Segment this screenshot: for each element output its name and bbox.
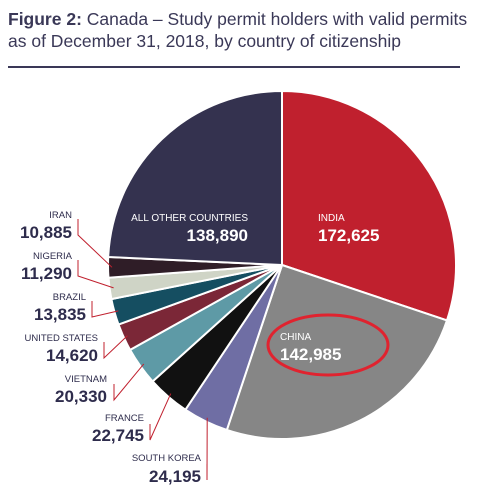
slice-label-india: INDIA [318, 213, 345, 224]
slice-value-iran: 10,885 [20, 223, 72, 242]
slice-label-china: CHINA [280, 332, 311, 343]
slice-label-nigeria: NIGERIA [33, 251, 73, 262]
slice-label-all-other-countries: ALL OTHER COUNTRIES [131, 213, 248, 224]
slice-value-united-states: 14,620 [46, 346, 98, 365]
slice-value-brazil: 13,835 [34, 305, 86, 324]
slice-value-south-korea: 24,195 [149, 467, 201, 486]
slice-value-vietnam: 20,330 [55, 387, 107, 406]
leader-line-united-states [103, 335, 128, 360]
slice-label-france: FRANCE [105, 413, 144, 424]
slice-value-china: 142,985 [280, 345, 341, 364]
slice-value-nigeria: 11,290 [21, 264, 72, 283]
leader-line-brazil [91, 301, 119, 318]
slice-value-india: 172,625 [318, 226, 379, 245]
slice-label-vietnam: VIETNAM [65, 374, 107, 385]
title-text: Canada – Study permit holders with valid… [8, 9, 468, 51]
chart-title: Figure 2: Canada – Study permit holders … [8, 8, 470, 52]
slice-value-france: 22,745 [92, 426, 144, 445]
pie-slice-all-other-countries [107, 89, 283, 267]
slice-label-south-korea: SOUTH KOREA [132, 453, 202, 464]
leader-line-france [149, 393, 172, 441]
china-highlight-ellipse [266, 313, 390, 377]
pie-slice-china [225, 263, 449, 440]
title-divider [8, 66, 460, 68]
leader-line-iran [77, 219, 113, 268]
figure-label: Figure 2: [8, 9, 82, 29]
slice-label-brazil: BRAZIL [53, 292, 86, 303]
pie-slice-india [281, 89, 457, 322]
slice-value-all-other-countries: 138,890 [187, 226, 248, 245]
slice-label-united-states: UNITED STATES [24, 333, 98, 344]
leader-line-vietnam [113, 363, 145, 402]
leader-line-nigeria [77, 260, 114, 289]
slice-label-iran: IRAN [49, 210, 72, 221]
